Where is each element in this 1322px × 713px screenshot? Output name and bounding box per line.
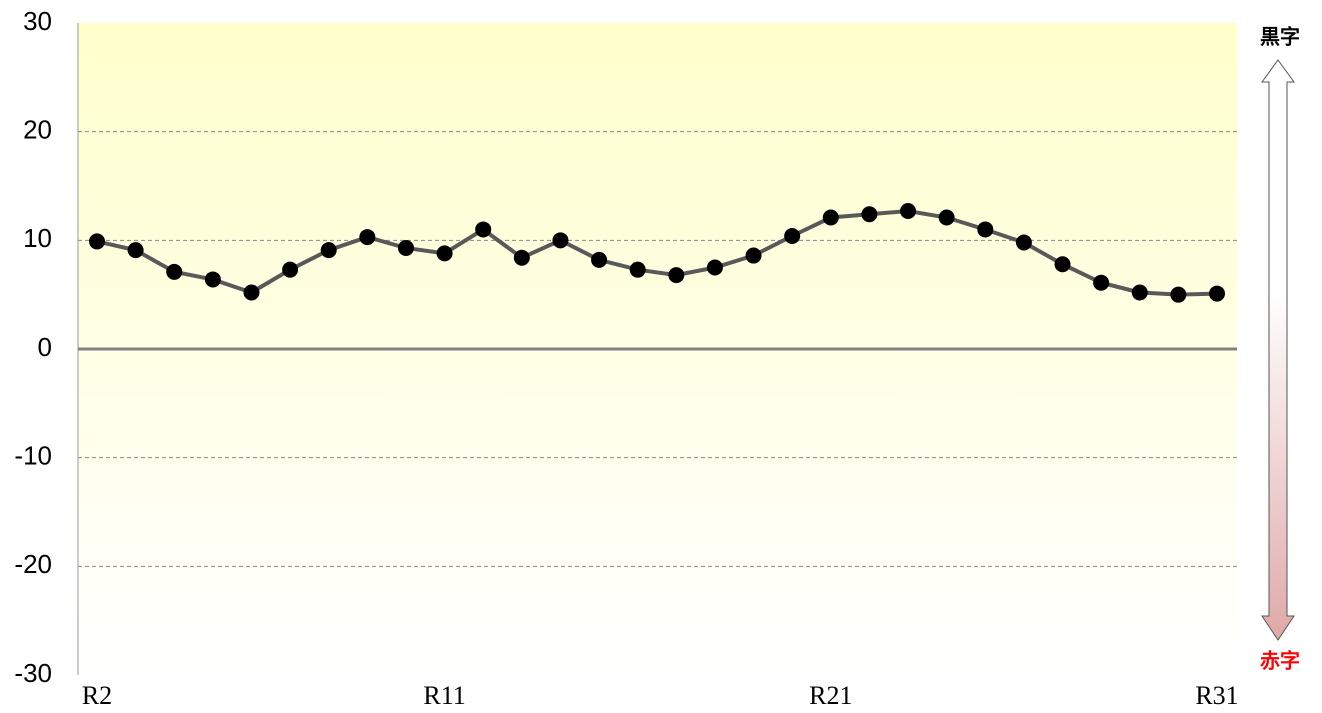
marker (1131, 284, 1148, 301)
marker (745, 247, 762, 264)
y-tick-label: 10 (23, 223, 52, 253)
marker (706, 259, 723, 276)
x-tick-label: R11 (423, 681, 465, 710)
marker (1170, 286, 1187, 303)
y-tick-label: 20 (23, 115, 52, 145)
balance-arrow (1261, 59, 1295, 641)
x-tick-label: R21 (809, 681, 852, 710)
marker (784, 227, 801, 244)
marker (513, 249, 530, 266)
marker (1209, 285, 1225, 302)
marker (282, 261, 299, 278)
marker (629, 261, 646, 278)
marker (900, 202, 917, 219)
marker (1054, 256, 1071, 273)
annotation-deficit: 赤字 (1260, 649, 1300, 673)
marker (127, 242, 144, 259)
marker (977, 221, 994, 238)
marker (166, 263, 183, 280)
y-tick-label: -20 (14, 549, 52, 579)
marker (359, 229, 376, 246)
marker (320, 242, 337, 259)
marker (938, 209, 955, 226)
marker (436, 245, 453, 262)
y-tick-label: -10 (14, 441, 52, 471)
marker (861, 206, 878, 223)
marker (204, 271, 221, 288)
marker (1093, 274, 1110, 291)
marker (1015, 234, 1032, 251)
marker (475, 221, 492, 238)
y-tick-label: 30 (23, 6, 52, 36)
marker (243, 284, 260, 301)
marker (591, 251, 608, 268)
marker (89, 233, 105, 250)
marker (668, 267, 685, 284)
y-tick-label: 0 (38, 332, 52, 362)
marker (397, 239, 414, 256)
x-tick-label: R2 (82, 681, 112, 710)
x-tick-label: R31 (1195, 681, 1238, 710)
annotation-surplus: 黒字 (1260, 25, 1300, 49)
marker (822, 209, 839, 226)
y-tick-label: -30 (14, 658, 52, 688)
marker (552, 232, 569, 249)
